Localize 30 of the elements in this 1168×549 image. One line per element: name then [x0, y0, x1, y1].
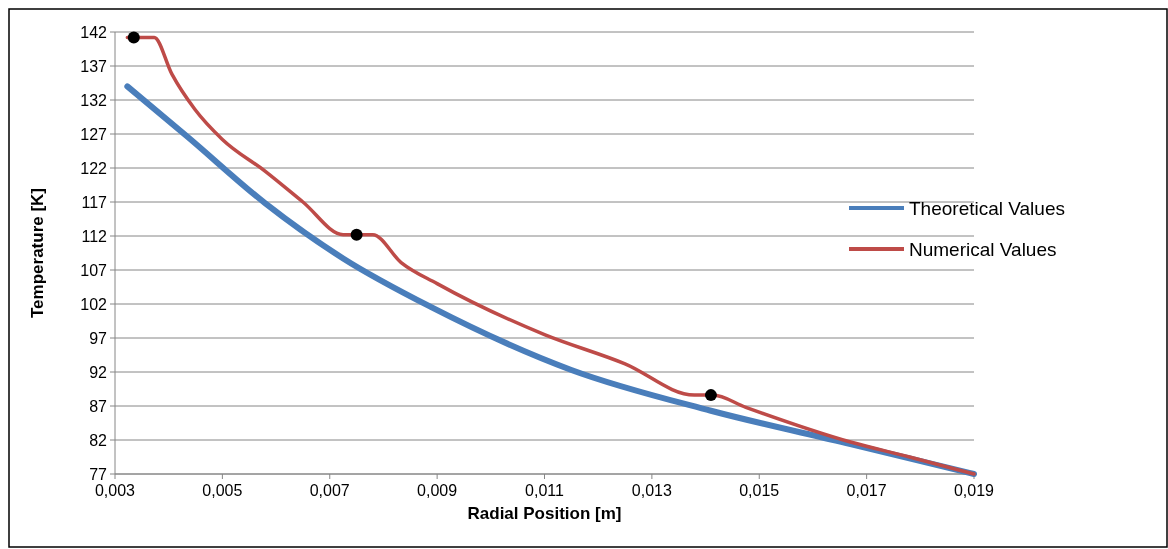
point — [350, 228, 363, 241]
y-tick-label: 137 — [80, 57, 108, 75]
y-tick-label: 92 — [89, 363, 108, 381]
y-tick-label: 102 — [80, 295, 108, 313]
x-tick-label: 0,005 — [202, 482, 243, 499]
x-tick-label: 0,011 — [525, 482, 565, 499]
y-tick-label: 77 — [89, 465, 108, 483]
y-tick-label: 107 — [80, 261, 108, 279]
x-axis-title: Radial Position [m] — [467, 504, 622, 523]
legend-label: Theoretical Values — [909, 197, 1065, 219]
x-tick-label: 0,003 — [94, 482, 136, 499]
x-tick-label: 0,017 — [846, 482, 887, 499]
point — [127, 31, 140, 44]
legend-label: Numerical Values — [909, 238, 1057, 260]
y-tick-label: 87 — [89, 397, 108, 415]
x-tick-label: 0,009 — [417, 482, 458, 499]
point — [704, 389, 717, 402]
y-tick-label: 122 — [80, 159, 108, 177]
x-tick-label: 0,013 — [631, 482, 672, 499]
x-tick-label: 0,007 — [309, 482, 350, 499]
x-tick-label: 0,019 — [953, 482, 995, 499]
y-axis-title: Temperature [K] — [28, 187, 47, 319]
x-tick-label: 0,015 — [739, 482, 780, 499]
y-tick-label: 82 — [89, 431, 108, 449]
y-tick-label: 117 — [81, 193, 108, 211]
y-tick-label: 97 — [89, 329, 108, 347]
y-tick-label: 142 — [80, 23, 108, 41]
y-tick-label: 112 — [81, 227, 108, 245]
y-tick-label: 132 — [80, 91, 108, 109]
y-tick-label: 127 — [80, 125, 108, 143]
